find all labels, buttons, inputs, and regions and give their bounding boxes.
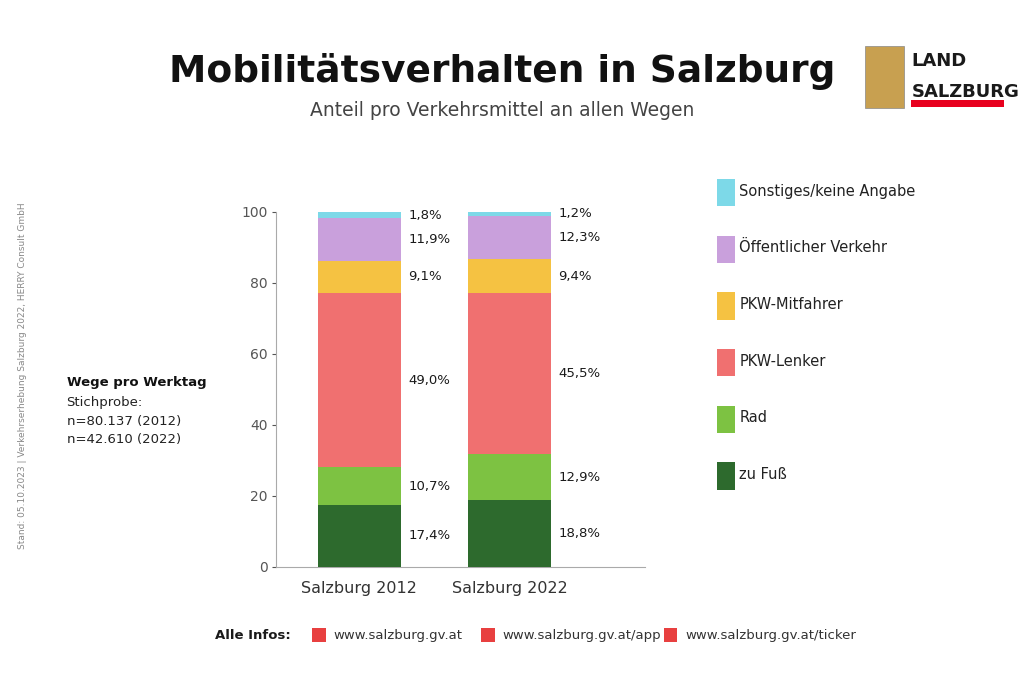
Bar (317, 261, 400, 293)
Text: 12,9%: 12,9% (559, 471, 601, 484)
Text: Sonstiges/keine Angabe: Sonstiges/keine Angabe (739, 184, 915, 199)
Text: 1,2%: 1,2% (559, 207, 592, 220)
Text: 10,7%: 10,7% (409, 479, 451, 492)
Bar (317, 505, 400, 567)
Bar (468, 211, 551, 216)
Text: Wege pro Werktag: Wege pro Werktag (67, 376, 206, 389)
Bar (317, 467, 400, 505)
Text: 9,1%: 9,1% (409, 270, 441, 283)
Bar (468, 293, 551, 454)
Bar (468, 454, 551, 500)
Bar (317, 219, 400, 261)
Text: 17,4%: 17,4% (409, 529, 451, 542)
Bar (468, 260, 551, 293)
Text: Stand: 05.10.2023 | Verkehrserhebung Salzburg 2022, HERRY Consult GmbH: Stand: 05.10.2023 | Verkehrserhebung Sal… (18, 202, 27, 549)
Bar (468, 500, 551, 567)
Text: Alle Infos:: Alle Infos: (215, 628, 291, 642)
Text: 45,5%: 45,5% (559, 367, 601, 380)
Bar (468, 216, 551, 260)
Text: 1,8%: 1,8% (409, 209, 441, 222)
Text: 49,0%: 49,0% (409, 374, 450, 387)
Text: www.salzburg.gv.at: www.salzburg.gv.at (334, 628, 463, 642)
Text: Anteil pro Verkehrsmittel an allen Wegen: Anteil pro Verkehrsmittel an allen Wegen (309, 101, 694, 120)
Text: PKW-Mitfahrer: PKW-Mitfahrer (739, 297, 843, 312)
Text: zu Fuß: zu Fuß (739, 467, 787, 482)
Text: 12,3%: 12,3% (559, 231, 601, 244)
Text: Öffentlicher Verkehr: Öffentlicher Verkehr (739, 240, 888, 255)
Text: PKW-Lenker: PKW-Lenker (739, 354, 825, 369)
Text: 11,9%: 11,9% (409, 233, 451, 246)
Text: Stichprobe:
n=80.137 (2012)
n=42.610 (2022): Stichprobe: n=80.137 (2012) n=42.610 (20… (67, 396, 181, 446)
Text: www.salzburg.gv.at/app: www.salzburg.gv.at/app (503, 628, 662, 642)
Text: SALZBURG: SALZBURG (911, 83, 1019, 101)
Text: Rad: Rad (739, 410, 767, 426)
Text: Mobilitätsverhalten in Salzburg: Mobilitätsverhalten in Salzburg (169, 53, 835, 90)
Text: LAND: LAND (911, 53, 967, 70)
Text: 18,8%: 18,8% (559, 527, 601, 540)
Bar (317, 293, 400, 467)
Text: 9,4%: 9,4% (559, 270, 592, 283)
Bar (317, 212, 400, 219)
Text: www.salzburg.gv.at/ticker: www.salzburg.gv.at/ticker (685, 628, 856, 642)
